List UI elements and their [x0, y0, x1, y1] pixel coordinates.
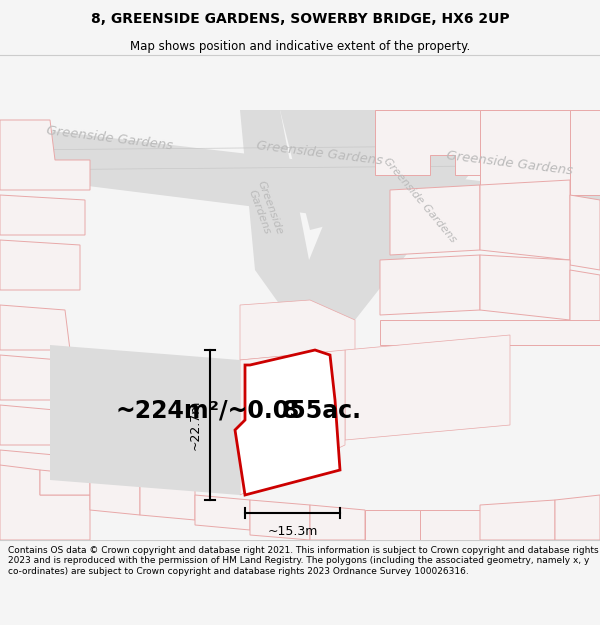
Polygon shape: [240, 110, 370, 230]
Polygon shape: [250, 500, 310, 540]
Polygon shape: [0, 240, 80, 290]
Polygon shape: [40, 470, 90, 495]
Polygon shape: [0, 465, 90, 540]
Polygon shape: [480, 255, 570, 320]
Text: ~22.7m: ~22.7m: [189, 400, 202, 450]
Polygon shape: [0, 450, 55, 490]
Polygon shape: [90, 475, 140, 515]
Polygon shape: [570, 195, 600, 270]
Polygon shape: [390, 185, 480, 255]
Polygon shape: [380, 320, 600, 345]
Polygon shape: [555, 495, 600, 540]
Polygon shape: [0, 305, 70, 350]
Polygon shape: [570, 270, 600, 330]
Polygon shape: [0, 120, 90, 190]
Text: 8, GREENSIDE GARDENS, SOWERBY BRIDGE, HX6 2UP: 8, GREENSIDE GARDENS, SOWERBY BRIDGE, HX…: [91, 12, 509, 26]
Polygon shape: [235, 350, 340, 495]
Polygon shape: [240, 350, 345, 495]
Polygon shape: [480, 500, 555, 540]
Polygon shape: [0, 405, 60, 445]
Text: Map shows position and indicative extent of the property.: Map shows position and indicative extent…: [130, 39, 470, 52]
Polygon shape: [420, 510, 480, 540]
Polygon shape: [140, 485, 195, 520]
Text: Greenside Gardens: Greenside Gardens: [256, 139, 384, 168]
Polygon shape: [50, 345, 240, 495]
Polygon shape: [240, 110, 310, 305]
Text: ~15.3m: ~15.3m: [268, 525, 317, 538]
Text: Greenside
Gardens: Greenside Gardens: [245, 179, 285, 241]
Text: Contains OS data © Crown copyright and database right 2021. This information is : Contains OS data © Crown copyright and d…: [8, 546, 598, 576]
Polygon shape: [375, 110, 480, 175]
Polygon shape: [380, 255, 480, 315]
Polygon shape: [195, 495, 250, 530]
Polygon shape: [480, 180, 570, 260]
Text: Greenside Gardens: Greenside Gardens: [46, 124, 174, 152]
Polygon shape: [0, 195, 85, 235]
Polygon shape: [365, 510, 420, 540]
Text: 8: 8: [281, 399, 299, 422]
Polygon shape: [570, 110, 600, 195]
Text: ~224m²/~0.055ac.: ~224m²/~0.055ac.: [115, 398, 361, 422]
Polygon shape: [240, 300, 355, 360]
Polygon shape: [480, 110, 570, 190]
Polygon shape: [0, 495, 50, 540]
Polygon shape: [345, 335, 510, 440]
Text: Greenside Gardens: Greenside Gardens: [382, 156, 458, 244]
Polygon shape: [0, 355, 65, 400]
Polygon shape: [290, 110, 520, 320]
Polygon shape: [0, 125, 600, 250]
Text: Greenside Gardens: Greenside Gardens: [446, 149, 574, 178]
Polygon shape: [310, 505, 365, 540]
